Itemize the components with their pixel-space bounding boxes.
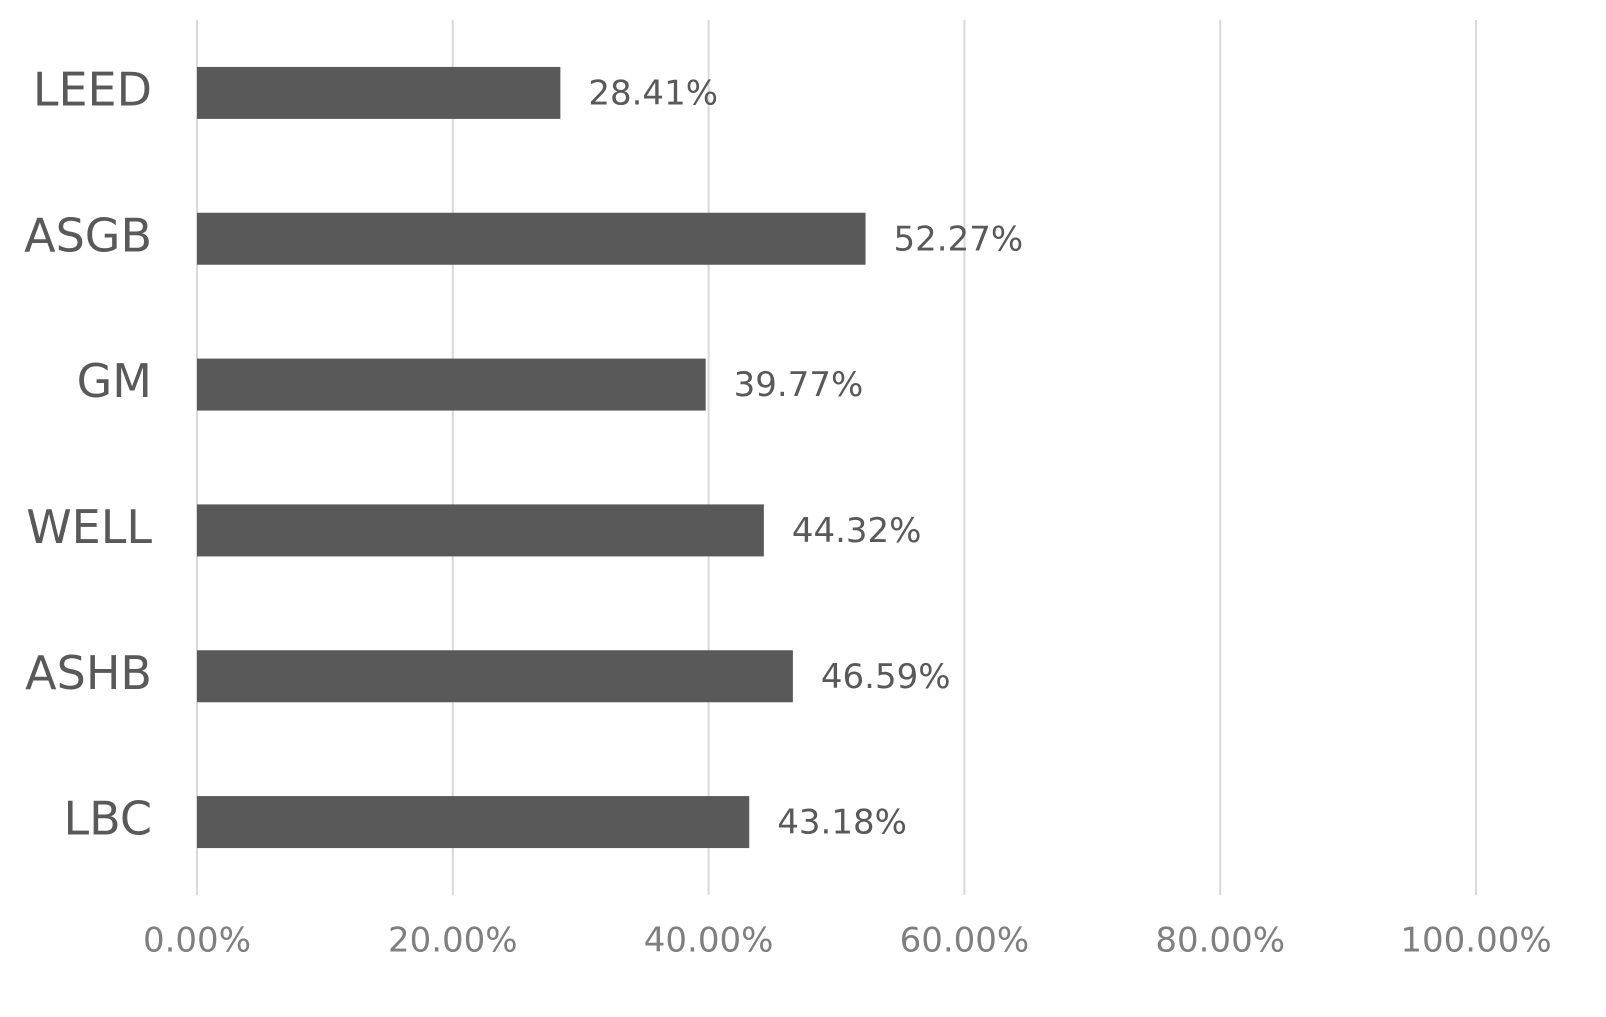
value-label: 39.77% [734, 365, 864, 405]
x-tick-label: 80.00% [1155, 921, 1285, 961]
bar [197, 504, 764, 557]
x-tick-label: 100.00% [1400, 921, 1551, 961]
value-label: 44.32% [792, 511, 922, 551]
bar [197, 358, 706, 411]
bar [197, 796, 750, 849]
y-tick-label: GM [77, 354, 152, 408]
y-tick-label: WELL [26, 500, 152, 554]
bar [197, 650, 793, 703]
value-label: 46.59% [821, 657, 951, 697]
value-label: 28.41% [588, 73, 718, 113]
x-tick-label: 40.00% [644, 921, 774, 961]
y-tick-label: ASHB [25, 646, 152, 700]
y-tick-label: LEED [33, 62, 152, 116]
value-label: 52.27% [894, 219, 1024, 259]
bar [197, 212, 866, 265]
bar [197, 66, 561, 119]
y-tick-label: LBC [64, 792, 153, 846]
y-tick-label: ASGB [24, 208, 152, 262]
x-tick-label: 0.00% [143, 921, 251, 961]
x-tick-label: 60.00% [900, 921, 1030, 961]
value-label: 43.18% [777, 803, 907, 843]
x-tick-label: 20.00% [388, 921, 518, 961]
